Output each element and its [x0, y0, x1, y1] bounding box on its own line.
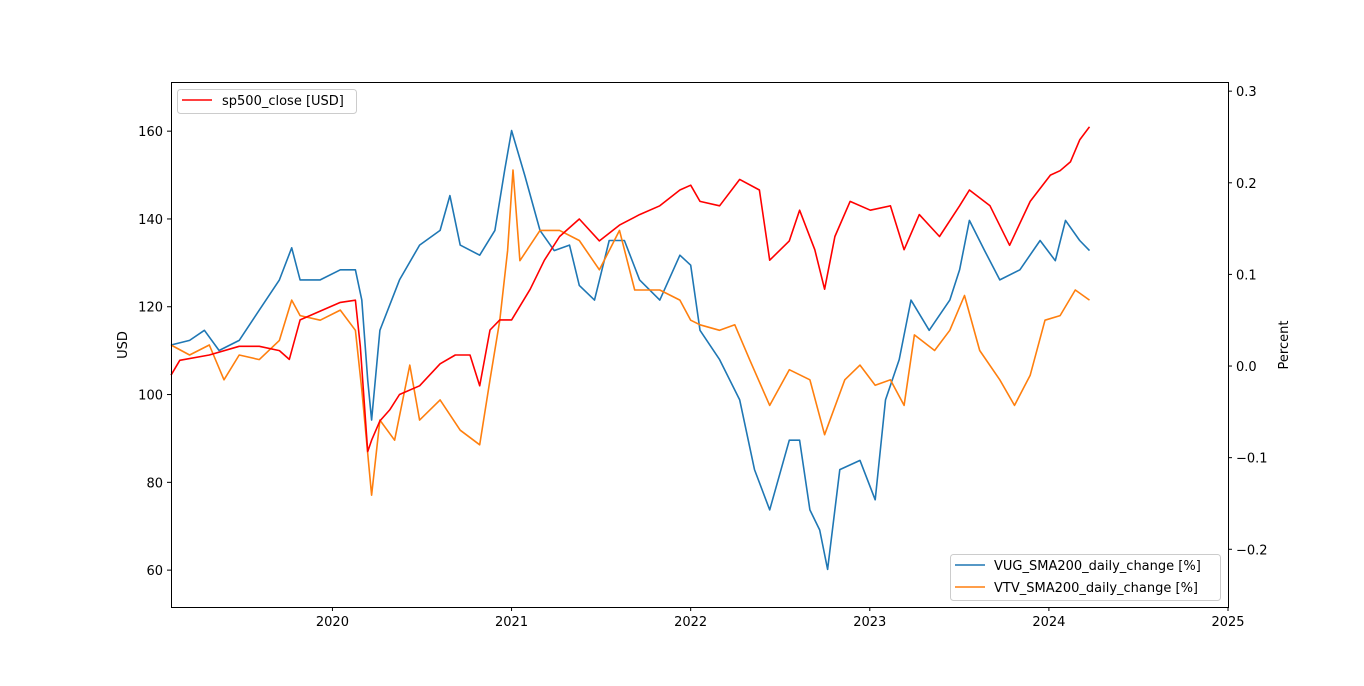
y-axis-right: −0.2 −0.1 0.0 0.1 0.2 0.3 — [1228, 85, 1268, 558]
legend-label-sp500: sp500_close [USD] — [222, 94, 344, 109]
legend-bottom-right: VUG_SMA200_daily_change [%] VTV_SMA200_d… — [950, 554, 1221, 601]
legend-top-left: sp500_close [USD] — [177, 89, 357, 114]
y-right-tick-label: 0.1 — [1236, 268, 1257, 283]
y-axis-label-right: Percent — [1277, 321, 1292, 370]
x-tick-label: 2021 — [495, 615, 528, 630]
y-tick-label: 80 — [146, 476, 163, 491]
y-axis-label-left: USD — [116, 331, 131, 359]
series-line-vtv — [170, 169, 1090, 496]
series-lines — [170, 126, 1091, 571]
y-right-tick-label: 0.3 — [1236, 85, 1257, 100]
y-axis-left: 60 80 100 120 140 160 — [138, 125, 171, 579]
legend-label-vug: VUG_SMA200_daily_change [%] — [994, 559, 1201, 574]
plot-frame — [171, 82, 1229, 608]
x-tick-label: 2023 — [853, 615, 886, 630]
y-tick-label: 140 — [138, 213, 163, 228]
x-tick-label: 2024 — [1032, 615, 1065, 630]
y-right-tick-label: −0.1 — [1236, 452, 1268, 467]
y-tick-label: 100 — [138, 389, 163, 404]
y-right-tick-label: 0.0 — [1236, 360, 1257, 375]
y-tick-label: 120 — [138, 301, 163, 316]
y-right-tick-label: −0.2 — [1236, 543, 1268, 558]
x-tick-label: 2022 — [674, 615, 707, 630]
x-tick-label: 2025 — [1211, 615, 1244, 630]
x-tick-label: 2020 — [316, 615, 349, 630]
series-line-vug — [170, 129, 1091, 571]
series-line-sp500 — [170, 126, 1091, 453]
x-axis: 2020 2021 2022 2023 2024 2025 — [316, 607, 1245, 630]
y-right-tick-label: 0.2 — [1236, 177, 1257, 192]
y-tick-label: 60 — [146, 564, 163, 579]
y-tick-label: 160 — [138, 125, 163, 140]
legend-label-vtv: VTV_SMA200_daily_change [%] — [994, 581, 1198, 596]
